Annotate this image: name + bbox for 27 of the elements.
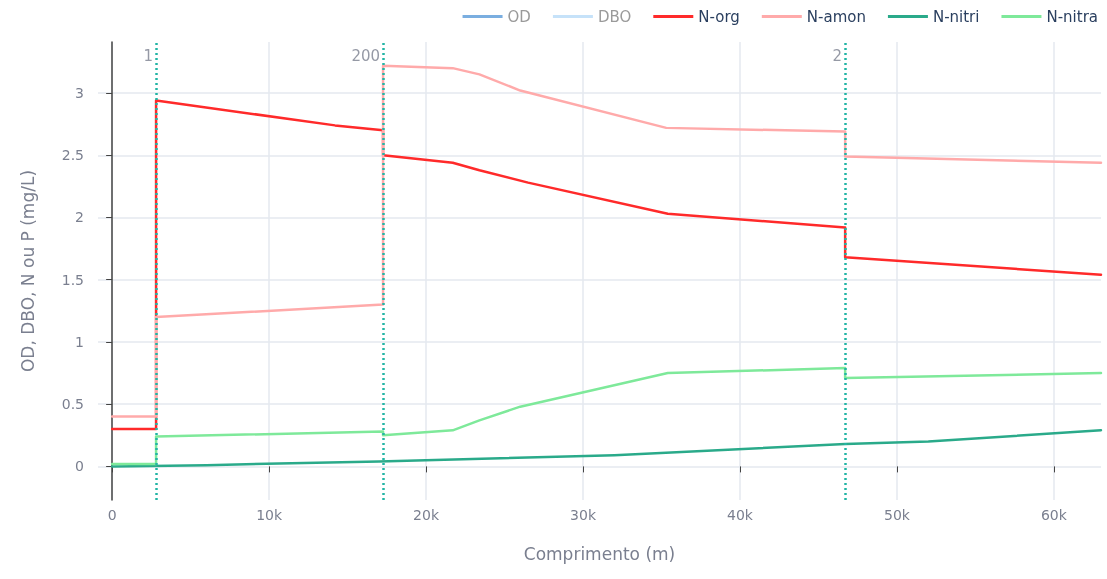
y-tick-label: 3 [75,85,84,102]
x-tick-label: 40k [727,507,754,523]
annotation: 2 [832,46,843,65]
y-tick-label: 0.5 [61,396,84,413]
y-tick-label: 1.5 [61,271,84,288]
x-tick-label: 20k [413,507,440,523]
legend-label: N-nitri [932,7,980,26]
x-tick-label: 30k [570,507,597,523]
x-tick-label: 50k [883,507,911,523]
x-tick-label: 60k [1040,507,1068,523]
line-series [110,366,1103,466]
y-tick-label: 2 [75,209,84,226]
legend-label: DBO [597,7,632,26]
legend-label: OD [507,7,531,26]
y-tick-label: 1 [75,333,84,350]
x-tick-label: 10k [256,507,283,523]
legend-label: N-nitra [1046,7,1099,26]
legend-label: N-amon [806,7,866,26]
y-tick-label: 0 [75,458,84,475]
y-tick-label: 2.5 [61,147,84,164]
legend-label: N-org [698,7,740,26]
annotation: 200 [351,46,381,65]
x-axis-title: Comprimento (m) [523,543,676,564]
y-axis-title: OD, DBO, N ou P (mg/L) [17,169,38,373]
annotation: 1 [143,46,154,65]
x-tick-label: 0 [107,507,117,523]
line-series [110,429,1103,468]
